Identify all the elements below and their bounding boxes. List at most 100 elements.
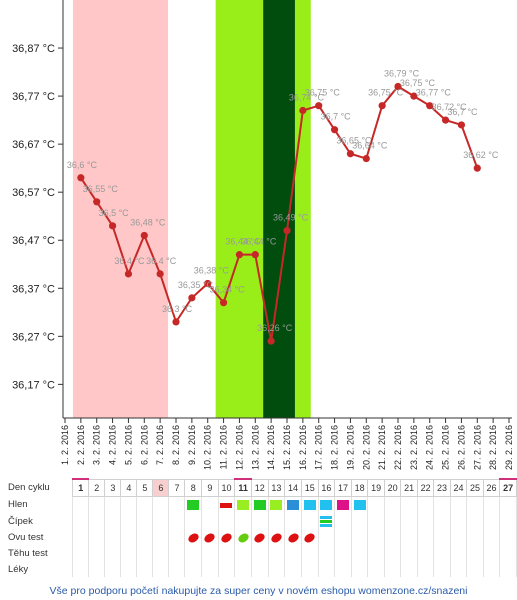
day-cell: 15 xyxy=(300,478,319,497)
day-cell: 17 xyxy=(334,478,352,497)
row-label: Léky xyxy=(8,563,29,575)
table-cell xyxy=(300,561,319,577)
data-point xyxy=(457,121,466,129)
table-cell xyxy=(152,561,170,577)
table-cell xyxy=(284,513,302,529)
y-tick-label: 36,47 °C xyxy=(12,235,55,247)
x-tick-label: 24. 2. 2016 xyxy=(425,425,435,470)
table-cell xyxy=(350,545,369,561)
table-cell xyxy=(104,496,122,513)
table-cell xyxy=(449,529,468,545)
table-cell xyxy=(383,496,402,513)
x-tick-label: 3. 2. 2016 xyxy=(92,425,102,465)
table-cell xyxy=(433,545,451,561)
cycle-table: Den cyklu 1 2 3 4 5 6 7 8 9 10 11 12 13 14 15 16 17 18 19 20… xyxy=(4,478,517,577)
table-cell xyxy=(383,513,402,529)
data-point xyxy=(267,337,275,345)
data-label: 36,75 °C xyxy=(368,88,404,98)
ovulation-test-icon xyxy=(236,531,250,544)
table-cell xyxy=(234,513,252,529)
data-point xyxy=(124,270,133,278)
table-cell xyxy=(201,529,219,545)
table-cell xyxy=(334,513,352,529)
table-cell xyxy=(120,529,138,545)
day-cell: 19 xyxy=(367,478,385,497)
data-point xyxy=(330,126,339,134)
ovulation-test-icon xyxy=(253,531,267,544)
table-cell xyxy=(88,496,106,513)
table-cell xyxy=(367,496,385,513)
data-point xyxy=(251,251,259,259)
table-cell xyxy=(284,545,302,561)
table-cell xyxy=(334,529,352,545)
table-cell xyxy=(217,513,236,529)
table-cell xyxy=(168,561,186,577)
table-row: Ovu test xyxy=(4,529,517,545)
table-cell xyxy=(152,529,170,545)
table-cell xyxy=(184,529,203,545)
x-tick-label: 29. 2. 2016 xyxy=(504,425,514,470)
day-cell: 26 xyxy=(482,478,501,497)
table-cell xyxy=(400,496,418,513)
ovulation-test-icon xyxy=(269,531,284,544)
x-tick-label: 6. 2. 2016 xyxy=(139,425,149,465)
table-cell xyxy=(300,545,319,561)
data-label: 36,34 °C xyxy=(210,285,246,295)
table-cell xyxy=(104,545,122,561)
table-cell xyxy=(72,561,90,577)
table-cell xyxy=(136,513,154,529)
row-label: Den cyklu xyxy=(8,482,50,494)
table-cell xyxy=(136,496,154,513)
period-band xyxy=(72,0,169,418)
table-cell xyxy=(383,545,402,561)
data-label: 36,4 °C xyxy=(114,256,145,266)
table-row: Hlen xyxy=(4,496,517,513)
table-cell xyxy=(284,529,302,545)
data-label: 36,75 °C xyxy=(400,78,436,88)
table-cell xyxy=(350,496,369,513)
x-tick-label: 25. 2. 2016 xyxy=(441,425,451,470)
table-cell xyxy=(433,529,451,545)
x-tick-label: 22. 2. 2016 xyxy=(393,425,403,470)
x-tick-label: 10. 2. 2016 xyxy=(203,425,213,470)
day-cell: 24 xyxy=(449,478,468,497)
x-tick-label: 17. 2. 2016 xyxy=(314,425,324,470)
data-point xyxy=(346,150,355,158)
table-cell xyxy=(367,545,385,561)
x-tick-label: 13. 2. 2016 xyxy=(250,425,260,470)
ovulation-test-icon xyxy=(203,531,217,544)
day-cell: 20 xyxy=(383,478,402,497)
table-cell xyxy=(300,529,319,545)
x-tick-label: 9. 2. 2016 xyxy=(187,425,197,465)
data-point xyxy=(362,154,370,163)
table-cell xyxy=(350,561,369,577)
table-cell xyxy=(284,561,302,577)
table-cell xyxy=(72,496,90,513)
data-label: 36,26 °C xyxy=(257,323,293,333)
ovulation-test-icon xyxy=(219,531,234,544)
y-tick-label: 36,37 °C xyxy=(12,283,55,295)
data-point xyxy=(426,102,434,110)
x-tick-label: 21. 2. 2016 xyxy=(377,425,387,470)
data-point xyxy=(77,174,85,182)
data-point xyxy=(283,227,291,235)
data-point xyxy=(108,222,117,230)
table-cell xyxy=(416,496,435,513)
x-tick-label: 15. 2. 2016 xyxy=(282,425,292,470)
table-cell xyxy=(367,561,385,577)
row-label: Hlen xyxy=(8,499,28,511)
data-label: 36,62 °C xyxy=(463,150,499,160)
ovulation-test-icon xyxy=(186,531,200,544)
table-cell xyxy=(416,529,435,545)
day-cell: 8 xyxy=(184,478,203,497)
table-cell xyxy=(449,561,468,577)
table-cell xyxy=(449,513,468,529)
table-cell xyxy=(334,561,352,577)
table-cell xyxy=(466,513,484,529)
x-tick-label: 16. 2. 2016 xyxy=(298,425,308,470)
footer-link[interactable]: Vše pro podporu početí nakupujte za supe… xyxy=(49,585,468,597)
table-cell xyxy=(184,496,203,513)
table-cell xyxy=(400,529,418,545)
row-label: Čípek xyxy=(8,515,33,527)
x-tick-label: 5. 2. 2016 xyxy=(123,425,133,465)
